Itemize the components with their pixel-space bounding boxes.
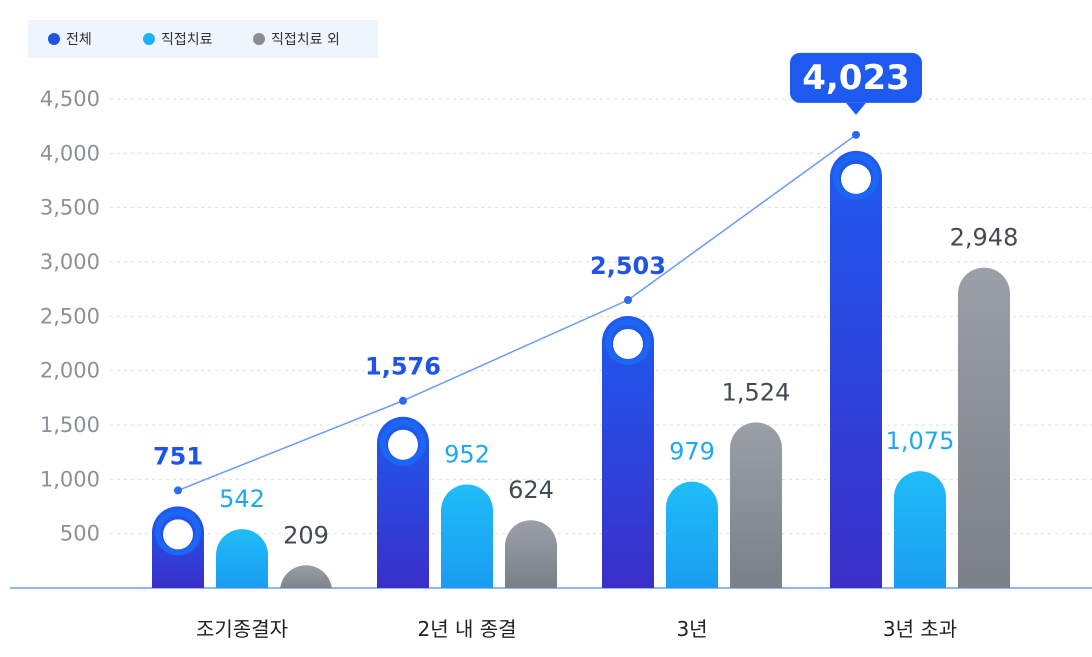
trend-line	[177, 134, 857, 492]
data-label: 751	[153, 442, 203, 470]
bar-cap-dot	[163, 519, 193, 550]
legend-dot-icon	[48, 33, 60, 45]
bar-cap-dot	[388, 429, 418, 460]
legend-dot-icon	[253, 33, 265, 45]
bar	[280, 565, 332, 592]
data-label: 1,524	[722, 378, 791, 406]
data-label: 1,075	[886, 427, 955, 455]
y-tick-label: 4,000	[40, 141, 100, 165]
bar-cap-ring	[155, 509, 201, 556]
callout-pointer	[846, 102, 866, 115]
legend: 전체 직접치료 직접치료 외	[28, 20, 378, 58]
x-tick-label: 3년 초과	[883, 617, 957, 641]
trend-point	[399, 396, 407, 405]
callout-label: 4,023	[802, 58, 910, 98]
data-label: 542	[219, 485, 265, 513]
trend-point	[174, 486, 182, 495]
bar-cap-dot	[613, 329, 643, 360]
data-label: 2,503	[590, 252, 666, 280]
y-tick-label: 1,000	[40, 467, 100, 491]
legend-dot-icon	[143, 33, 155, 45]
bar	[730, 422, 782, 588]
trend-point	[852, 130, 860, 139]
y-tick-label: 2,500	[40, 304, 100, 328]
data-label: 979	[669, 438, 715, 466]
bar	[216, 529, 268, 588]
y-tick-label: 500	[60, 522, 100, 546]
legend-item-other: 직접치료 외	[253, 29, 340, 49]
x-tick-label: 조기종결자	[196, 617, 288, 641]
bar	[894, 471, 946, 588]
x-tick-label: 2년 내 종결	[417, 617, 516, 641]
y-tick-label: 3,000	[40, 250, 100, 274]
legend-item-total: 전체	[48, 29, 92, 49]
data-label: 1,576	[365, 353, 441, 381]
x-tick-label: 3년	[676, 617, 707, 641]
bar	[602, 316, 654, 588]
legend-label: 직접치료 외	[271, 32, 340, 48]
y-tick-label: 4,500	[40, 87, 100, 111]
bar	[830, 150, 882, 588]
legend-item-direct: 직접치료	[143, 29, 213, 49]
bar	[505, 520, 557, 588]
data-label: 2,948	[950, 224, 1019, 252]
data-label: 209	[283, 521, 329, 549]
data-label: 624	[508, 476, 554, 504]
y-tick-label: 3,500	[40, 196, 100, 220]
trend-point	[624, 296, 632, 305]
y-tick-label: 2,000	[40, 359, 100, 383]
bar-cap-ring	[605, 319, 651, 366]
legend-label: 전체	[66, 32, 92, 48]
legend-label: 직접치료	[161, 32, 213, 48]
bar	[441, 484, 493, 588]
bar-cap-dot	[841, 163, 871, 194]
bar	[666, 481, 718, 588]
y-tick-label: 1,500	[40, 413, 100, 437]
callout-box	[790, 52, 922, 103]
data-label: 952	[444, 441, 490, 469]
bar	[958, 267, 1010, 588]
bar-cap-ring	[380, 419, 426, 466]
bar-cap-ring	[833, 153, 879, 200]
